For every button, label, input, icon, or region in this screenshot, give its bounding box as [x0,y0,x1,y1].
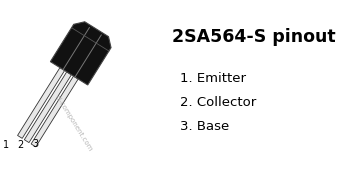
Polygon shape [31,76,78,147]
Text: 2: 2 [17,140,24,150]
Text: 2SA564-S pinout: 2SA564-S pinout [172,28,336,46]
Text: 3: 3 [32,139,38,149]
Polygon shape [24,72,71,143]
Polygon shape [51,22,111,85]
Text: 3. Base: 3. Base [180,120,229,133]
Text: 1. Emitter: 1. Emitter [180,72,246,85]
Text: 2. Collector: 2. Collector [180,96,256,109]
Text: el-component.com: el-component.com [54,94,93,152]
Polygon shape [18,68,65,138]
Text: 1: 1 [2,140,9,150]
